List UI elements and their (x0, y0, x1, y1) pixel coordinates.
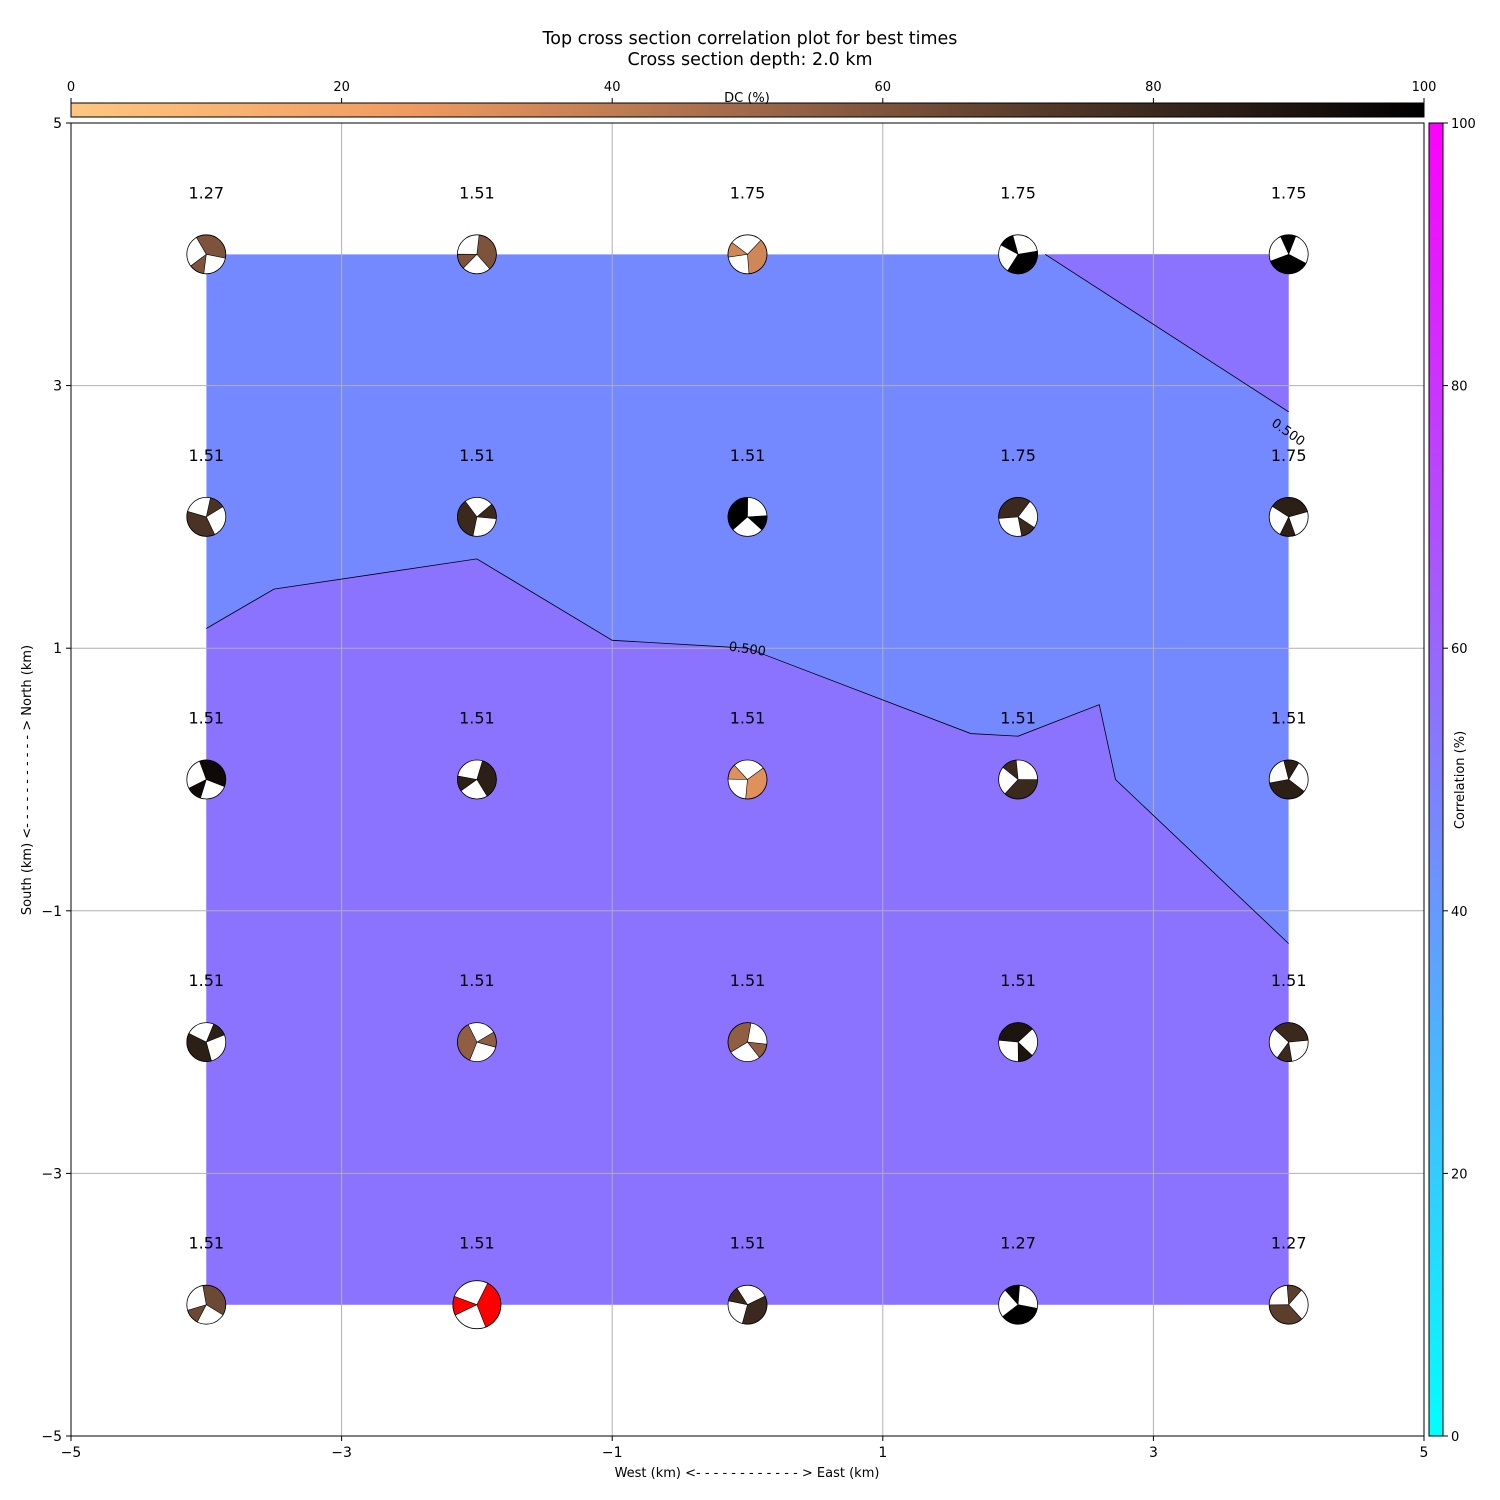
value-label: 1.51 (188, 709, 224, 728)
beachball (1268, 1284, 1309, 1325)
value-label: 1.51 (459, 446, 495, 465)
dc-colorbar-tick-label: 60 (875, 80, 892, 95)
value-label: 1.51 (188, 971, 224, 990)
x-tick-label: 5 (1420, 1445, 1429, 1461)
y-tick-label: −3 (41, 1166, 62, 1182)
beachball (998, 759, 1038, 800)
value-label: 1.51 (730, 709, 766, 728)
dc-colorbar-tick-label: 40 (604, 80, 621, 95)
correlation-colorbar-tick-label: 40 (1451, 905, 1468, 920)
correlation-colorbar-tick-label: 0 (1451, 1430, 1459, 1445)
x-tick-label: −1 (602, 1445, 623, 1461)
correlation-colorbar-label: Correlation (%) (1453, 731, 1468, 829)
dc-colorbar-tick-label: 80 (1145, 80, 1162, 95)
x-tick-label: 3 (1149, 1445, 1158, 1461)
beachball (186, 1022, 227, 1062)
beachball (727, 497, 768, 537)
beachball (727, 1022, 768, 1062)
beachball (727, 759, 768, 800)
beachball (998, 1022, 1038, 1062)
beachball (727, 234, 768, 275)
correlation-colorbar-tick-label: 80 (1451, 380, 1468, 395)
beachball (727, 1284, 768, 1325)
beachball (1268, 759, 1309, 800)
value-label: 1.51 (188, 1234, 224, 1253)
value-label: 1.51 (459, 1234, 495, 1253)
contour-line (1044, 253, 1289, 413)
beachball (1268, 1022, 1309, 1062)
dc-colorbar: 0 20 40 60 80 100 DC (%) (67, 80, 1437, 118)
chart-subtitle: Cross section depth: 2.0 km (627, 50, 872, 70)
correlation-colorbar-tick-label: 100 (1451, 117, 1476, 132)
beachball (1268, 497, 1309, 537)
y-tick-label: 5 (53, 116, 62, 132)
value-label: 1.75 (1000, 446, 1036, 465)
plot-frame (70, 122, 1425, 1437)
beachball (998, 234, 1038, 275)
beachball (186, 234, 227, 275)
value-label: 1.51 (459, 183, 495, 202)
x-axis-label: West (km) <- - - - - - - - - - - - > Eas… (615, 1466, 880, 1481)
value-label: 1.75 (730, 183, 766, 202)
beachball (456, 497, 497, 537)
y-axis-label: South (km) <- - - - - - - - - - - > Nort… (20, 645, 35, 915)
beachball (456, 759, 497, 800)
dc-colorbar-tick-label: 100 (1412, 80, 1437, 95)
beachball (186, 759, 227, 800)
value-label: 1.51 (459, 971, 495, 990)
beachball (186, 497, 227, 537)
x-tick-label: −3 (331, 1445, 352, 1461)
beachball (186, 1284, 227, 1325)
value-label: 1.51 (1000, 709, 1036, 728)
value-label: 1.51 (1271, 709, 1307, 728)
value-label: 1.51 (730, 1234, 766, 1253)
dc-colorbar-tick-label: 0 (67, 80, 75, 95)
contour-label: 0.500 (728, 640, 767, 660)
x-tick-label: 1 (878, 1445, 887, 1461)
value-label: 1.51 (1271, 971, 1307, 990)
value-label: 1.51 (1000, 971, 1036, 990)
correlation-colorbar-tick-label: 60 (1451, 642, 1468, 657)
beachball (998, 1284, 1038, 1325)
beachball (998, 497, 1038, 537)
dc-colorbar-gradient (70, 102, 1425, 118)
dc-colorbar-tick-label: 20 (333, 80, 350, 95)
correlation-colorbar-gradient (1428, 122, 1444, 1437)
dc-colorbar-label: DC (%) (724, 91, 770, 106)
y-tick-label: 1 (53, 641, 62, 657)
beachball (1268, 234, 1309, 275)
y-tick-label: −1 (41, 904, 62, 920)
value-label: 1.75 (1271, 446, 1307, 465)
value-label: 1.27 (1000, 1234, 1036, 1253)
beachball-best (452, 1280, 502, 1330)
value-label: 1.51 (459, 709, 495, 728)
value-label: 1.75 (1000, 183, 1036, 202)
beachball (456, 1022, 497, 1062)
value-label: 1.27 (188, 183, 224, 202)
value-label: 1.51 (188, 446, 224, 465)
value-label: 1.51 (730, 446, 766, 465)
beachball (456, 234, 497, 275)
correlation-colorbar: 0 20 40 60 80 100 Correlation (%) (1428, 117, 1476, 1445)
x-tick-label: −5 (61, 1445, 82, 1461)
chart-title: Top cross section correlation plot for b… (542, 29, 958, 49)
contour-line (206, 558, 1289, 944)
value-label: 1.27 (1271, 1234, 1307, 1253)
y-tick-label: −5 (41, 1429, 62, 1445)
value-label: 1.75 (1271, 183, 1307, 202)
correlation-colorbar-tick-label: 20 (1451, 1167, 1468, 1182)
y-tick-label: 3 (53, 379, 62, 395)
correlation-fill-high-south (206, 558, 1289, 1305)
value-label: 1.51 (730, 971, 766, 990)
